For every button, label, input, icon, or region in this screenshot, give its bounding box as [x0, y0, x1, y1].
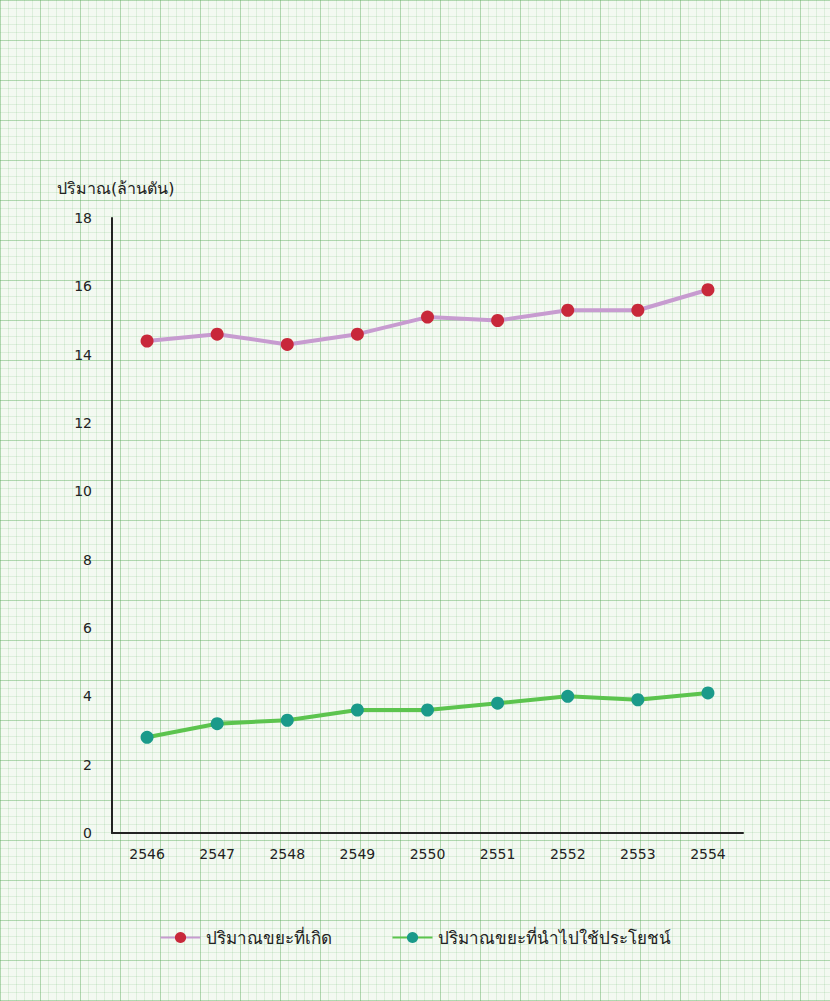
svg-text:6: 6 — [83, 620, 92, 636]
svg-text:8: 8 — [83, 552, 92, 568]
svg-text:2554: 2554 — [690, 846, 726, 862]
svg-text:2: 2 — [83, 757, 92, 773]
svg-text:2552: 2552 — [550, 846, 586, 862]
svg-text:ปริมาณ(ล้านตัน): ปริมาณ(ล้านตัน) — [57, 179, 174, 198]
svg-text:0: 0 — [83, 825, 92, 841]
svg-text:ปริมาณขยะที่เกิด: ปริมาณขยะที่เกิด — [206, 926, 332, 948]
svg-text:10: 10 — [74, 483, 92, 499]
svg-text:4: 4 — [83, 688, 92, 704]
svg-text:2549: 2549 — [340, 846, 376, 862]
svg-text:ปริมาณขยะที่นำไปใช้ประโยชน์: ปริมาณขยะที่นำไปใช้ประโยชน์ — [438, 926, 671, 948]
svg-text:2550: 2550 — [410, 846, 446, 862]
svg-text:2548: 2548 — [269, 846, 305, 862]
svg-text:14: 14 — [74, 347, 92, 363]
svg-text:2553: 2553 — [620, 846, 656, 862]
svg-text:2546: 2546 — [129, 846, 165, 862]
svg-text:16: 16 — [74, 278, 92, 294]
svg-text:18: 18 — [74, 210, 92, 226]
svg-text:12: 12 — [74, 415, 92, 431]
svg-text:2547: 2547 — [199, 846, 235, 862]
svg-text:2551: 2551 — [480, 846, 516, 862]
